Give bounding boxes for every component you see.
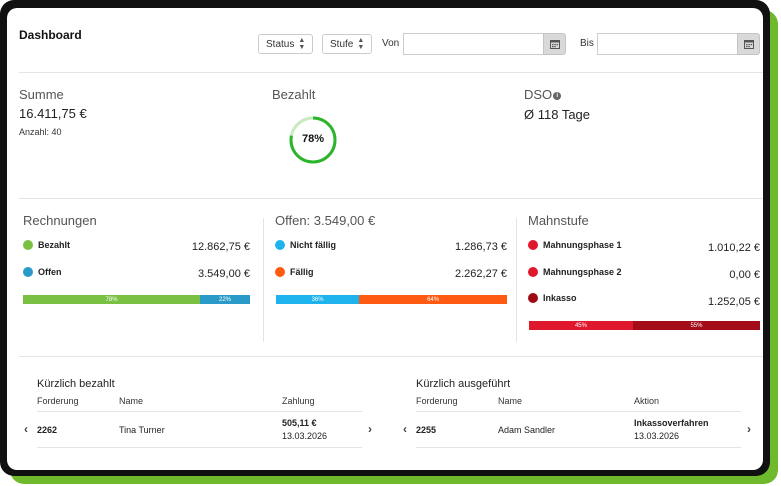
calendar-icon [743, 40, 754, 49]
von-label: Von [382, 38, 400, 49]
anzahl: Anzahl: 40 [19, 127, 62, 137]
bar-segment: 78% [23, 295, 201, 304]
dso-label: DSO i [524, 87, 562, 102]
summe-value: 16.411,75 € [19, 106, 87, 121]
rechnungen-row-bezahlt: Bezahlt [23, 240, 70, 250]
mahnstufe-row-inkasso: Inkasso [528, 293, 577, 303]
dso-value: Ø 118 Tage [524, 107, 591, 122]
column-divider [263, 218, 264, 342]
bis-label: Bis [580, 38, 594, 49]
status-select-label: Status [266, 38, 295, 50]
column-header: Zahlung [282, 396, 315, 406]
anzahl-value: 40 [51, 127, 62, 137]
table-cell-name: Tina Turner [119, 425, 165, 435]
chevron-left-icon[interactable]: ‹ [403, 422, 407, 436]
row-value: 1.252,05 € [708, 296, 760, 308]
column-header: Forderung [416, 396, 458, 406]
bezahlt-percent: 78% [301, 133, 325, 145]
column-header: Name [498, 396, 523, 406]
row-value: 12.862,75 € [191, 241, 250, 253]
mahnstufe-row-phase1: Mahnungsphase 1 [528, 240, 622, 250]
bar-segment: 55% [632, 321, 760, 330]
chevron-right-icon[interactable]: › [368, 422, 372, 436]
row-value: 1.010,22 € [708, 242, 760, 254]
row-label: Fällig [290, 267, 314, 277]
column-header: Forderung [37, 396, 79, 406]
dashboard-panel: Dashboard Status ▲ ▼ Stufe ▲ ▼ Von Bis Sum… [7, 8, 763, 470]
offen-bar: 36% 64% [276, 295, 507, 304]
row-label: Mahnungsphase 1 [543, 240, 622, 250]
table-divider [416, 447, 741, 448]
sort-caret-icon: ▲ ▼ [298, 37, 306, 51]
divider [19, 72, 763, 73]
row-label: Nicht fällig [290, 240, 337, 250]
bar-segment: 36% [276, 295, 360, 304]
column-divider [516, 218, 517, 342]
frame-border: Dashboard Status ▲ ▼ Stufe ▲ ▼ Von Bis Sum… [0, 0, 770, 476]
anzahl-label: Anzahl: [19, 127, 50, 137]
table-cell-amount: 505,11 € [282, 418, 317, 428]
info-icon[interactable]: i [553, 91, 562, 100]
rechnungen-bar: 78% 22% [23, 295, 250, 304]
bar-segment: 22% [200, 295, 250, 304]
offen-title: Offen: 3.549,00 € [275, 213, 376, 228]
row-value: 2.262,27 € [455, 268, 507, 280]
summe-label: Summe [19, 87, 64, 102]
column-header: Aktion [634, 396, 660, 406]
status-select[interactable]: Status ▲ ▼ [258, 34, 314, 54]
rechnungen-row-offen: Offen [23, 267, 62, 277]
offen-row-nicht-faellig: Nicht fällig [275, 240, 336, 250]
table-cell-action: Inkassoverfahren [634, 418, 709, 428]
table-divider [37, 447, 362, 448]
status-dot [528, 267, 538, 277]
page-title: Dashboard [19, 28, 82, 42]
bar-segment: 64% [359, 295, 507, 304]
bezahlt-donut [289, 116, 337, 164]
bar-segment: 45% [529, 321, 633, 330]
status-dot [275, 267, 285, 277]
dso-label-text: DSO [524, 87, 553, 102]
row-value: 0,00 € [729, 269, 760, 281]
chevron-left-icon[interactable]: ‹ [24, 422, 28, 436]
table-cell-date: 13.03.2026 [634, 431, 680, 441]
status-dot [528, 240, 538, 250]
bis-calendar-button[interactable] [737, 33, 760, 55]
von-calendar-button[interactable] [543, 33, 566, 55]
row-label: Inkasso [543, 293, 577, 303]
table-cell-date: 13.03.2026 [282, 431, 328, 441]
row-value: 3.549,00 € [198, 268, 250, 280]
donut-progress [289, 116, 337, 164]
table-cell-forderung[interactable]: 2255 [416, 425, 437, 435]
rechnungen-title: Rechnungen [23, 213, 97, 228]
status-dot [23, 267, 33, 277]
row-label: Bezahlt [38, 240, 71, 250]
column-header: Name [119, 396, 144, 406]
chevron-right-icon[interactable]: › [747, 422, 751, 436]
table-divider [416, 411, 741, 412]
row-value: 1.286,73 € [455, 241, 507, 253]
bis-date-input[interactable] [597, 33, 739, 55]
row-label: Offen [38, 267, 62, 277]
von-date-input[interactable] [403, 33, 545, 55]
mahnstufe-bar: 45% 55% [529, 321, 760, 330]
mahnstufe-row-phase2: Mahnungsphase 2 [528, 267, 622, 277]
bezahlt-label: Bezahlt [272, 87, 316, 102]
divider [19, 198, 763, 199]
divider [19, 356, 763, 357]
status-dot [528, 293, 538, 303]
recent-paid-title: Kürzlich bezahlt [37, 378, 115, 390]
table-divider [37, 411, 362, 412]
recent-executed-title: Kürzlich ausgeführt [416, 378, 511, 390]
stufe-select[interactable]: Stufe ▲ ▼ [322, 34, 373, 54]
table-cell-forderung[interactable]: 2262 [37, 425, 58, 435]
sort-caret-icon: ▲ ▼ [357, 37, 365, 51]
calendar-icon [549, 40, 560, 49]
status-dot [23, 240, 33, 250]
offen-row-faellig: Fällig [275, 267, 314, 277]
stufe-select-label: Stufe [330, 38, 354, 50]
status-dot [275, 240, 285, 250]
mahnstufe-title: Mahnstufe [528, 213, 589, 228]
row-label: Mahnungsphase 2 [543, 267, 622, 277]
table-cell-name: Adam Sandler [498, 425, 556, 435]
